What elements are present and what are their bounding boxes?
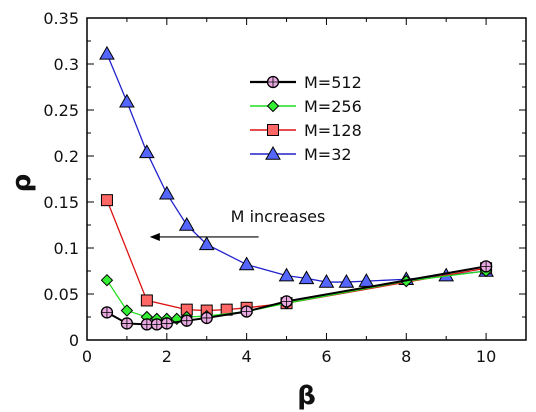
legend-entry-m-512: M=512	[250, 73, 362, 92]
series-line-m-512	[106, 265, 487, 326]
point-m-512-6-cross	[201, 312, 213, 324]
y-axis-label: ρ	[7, 174, 37, 193]
legend-entry-m-128: M=128	[250, 121, 362, 140]
point-m-512-4-cross	[161, 317, 173, 329]
point-m-512-9-cross	[480, 260, 492, 272]
legend: M=512 M=256 M=128 M=32	[250, 73, 362, 164]
point-m-256-1	[120, 304, 134, 317]
legend-label-m-256: M=256	[304, 97, 362, 116]
point-m-32-7	[278, 267, 295, 282]
x-tick-label-0: 0	[82, 347, 92, 366]
x-tick-label-3: 6	[321, 347, 331, 366]
series-m-512	[100, 260, 493, 331]
legend-marker-m-32	[265, 145, 281, 160]
point-m-32-9	[318, 274, 335, 288]
y-tick-label-2: 0.1	[54, 239, 79, 258]
series-line-m-256	[106, 270, 487, 320]
y-tick-label-7: 0.35	[43, 9, 79, 28]
legend-marker-m-512-cross	[267, 76, 279, 88]
legend-marker-m-128	[267, 124, 279, 136]
point-m-32-10	[338, 274, 355, 288]
legend-label-m-128: M=128	[304, 121, 362, 140]
x-tick-label-2: 4	[242, 347, 252, 366]
x-tick-label-5: 10	[476, 347, 496, 366]
series-m-256	[100, 264, 493, 326]
legend-entry-m-32: M=32	[250, 145, 352, 164]
x-tick-label-4: 8	[401, 347, 411, 366]
legend-label-m-32: M=32	[304, 145, 352, 164]
legend-marker-m-256	[266, 99, 280, 113]
y-tick-label-6: 0.3	[54, 55, 79, 74]
point-m-256-0	[100, 273, 114, 287]
point-m-128-0	[100, 194, 113, 207]
point-m-512-0-cross	[101, 306, 113, 318]
legend-entry-m-256: M=256	[250, 97, 362, 116]
point-m-512-3-cross	[151, 318, 163, 330]
x-axis-label: β	[297, 381, 316, 411]
series-line-m-32	[106, 53, 487, 283]
x-tick-label-1: 2	[162, 347, 172, 366]
y-tick-label-5: 0.25	[43, 101, 79, 120]
legend-label-m-512: M=512	[304, 73, 362, 92]
point-m-32-2	[139, 144, 155, 159]
point-m-32-5	[198, 236, 215, 251]
point-m-32-8	[298, 270, 315, 285]
point-m-512-8-cross	[281, 295, 293, 307]
point-m-512-2-cross	[141, 318, 153, 330]
y-tick-label-1: 0.05	[43, 285, 79, 304]
point-m-32-0	[99, 45, 115, 60]
point-m-32-1	[119, 93, 135, 108]
y-tick-label-3: 0.15	[43, 193, 79, 212]
point-m-512-7-cross	[241, 305, 253, 317]
plot-frame	[86, 17, 527, 341]
series-layer	[99, 45, 494, 331]
point-m-32-6	[238, 256, 255, 271]
series-m-32	[99, 45, 494, 288]
point-m-512-1-cross	[121, 317, 133, 329]
axes-layer: 0 2 4 6 8 10 0 0.05 0.1 0.15 0.2 0.25 0.3 0.35	[43, 9, 527, 366]
y-tick-label-4: 0.2	[54, 147, 79, 166]
point-m-32-3	[158, 185, 175, 200]
annotation-layer: M increases	[149, 207, 326, 241]
point-m-32-4	[178, 216, 195, 231]
point-m-512-5-cross	[181, 315, 193, 327]
annotation-text: M increases	[231, 207, 326, 226]
y-tick-label-0: 0	[69, 331, 79, 350]
point-m-128-1	[140, 294, 153, 307]
